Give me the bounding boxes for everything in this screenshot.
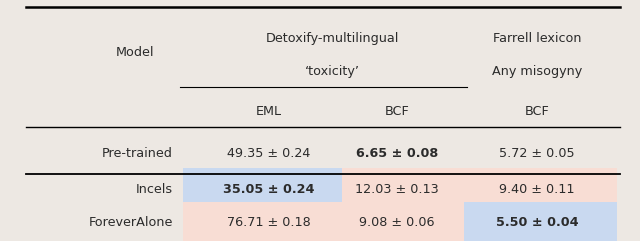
Bar bbox=[464, 168, 617, 210]
Text: Any misogyny: Any misogyny bbox=[492, 65, 582, 78]
Bar bbox=[182, 201, 342, 241]
Bar bbox=[342, 168, 464, 210]
Text: 35.05 ± 0.24: 35.05 ± 0.24 bbox=[223, 183, 315, 196]
Text: Model: Model bbox=[116, 46, 154, 59]
Text: EML: EML bbox=[256, 105, 282, 118]
Text: ForeverAlone: ForeverAlone bbox=[89, 216, 173, 229]
Text: Farrell lexicon: Farrell lexicon bbox=[493, 32, 581, 45]
Text: 5.72 ± 0.05: 5.72 ± 0.05 bbox=[499, 147, 575, 160]
Text: 76.71 ± 0.18: 76.71 ± 0.18 bbox=[227, 216, 311, 229]
Bar bbox=[182, 168, 342, 210]
Text: 9.40 ± 0.11: 9.40 ± 0.11 bbox=[499, 183, 575, 196]
Text: ‘toxicity’: ‘toxicity’ bbox=[305, 65, 360, 78]
Bar bbox=[464, 201, 617, 241]
Text: Pre-trained: Pre-trained bbox=[102, 147, 173, 160]
Text: Incels: Incels bbox=[136, 183, 173, 196]
Text: 49.35 ± 0.24: 49.35 ± 0.24 bbox=[227, 147, 310, 160]
Text: 9.08 ± 0.06: 9.08 ± 0.06 bbox=[359, 216, 435, 229]
Text: 6.65 ± 0.08: 6.65 ± 0.08 bbox=[355, 147, 438, 160]
Text: 5.50 ± 0.04: 5.50 ± 0.04 bbox=[496, 216, 579, 229]
Bar bbox=[342, 201, 464, 241]
Text: 12.03 ± 0.13: 12.03 ± 0.13 bbox=[355, 183, 438, 196]
Text: BCF: BCF bbox=[525, 105, 550, 118]
Text: BCF: BCF bbox=[384, 105, 409, 118]
Text: Detoxify-multilingual: Detoxify-multilingual bbox=[266, 32, 399, 45]
